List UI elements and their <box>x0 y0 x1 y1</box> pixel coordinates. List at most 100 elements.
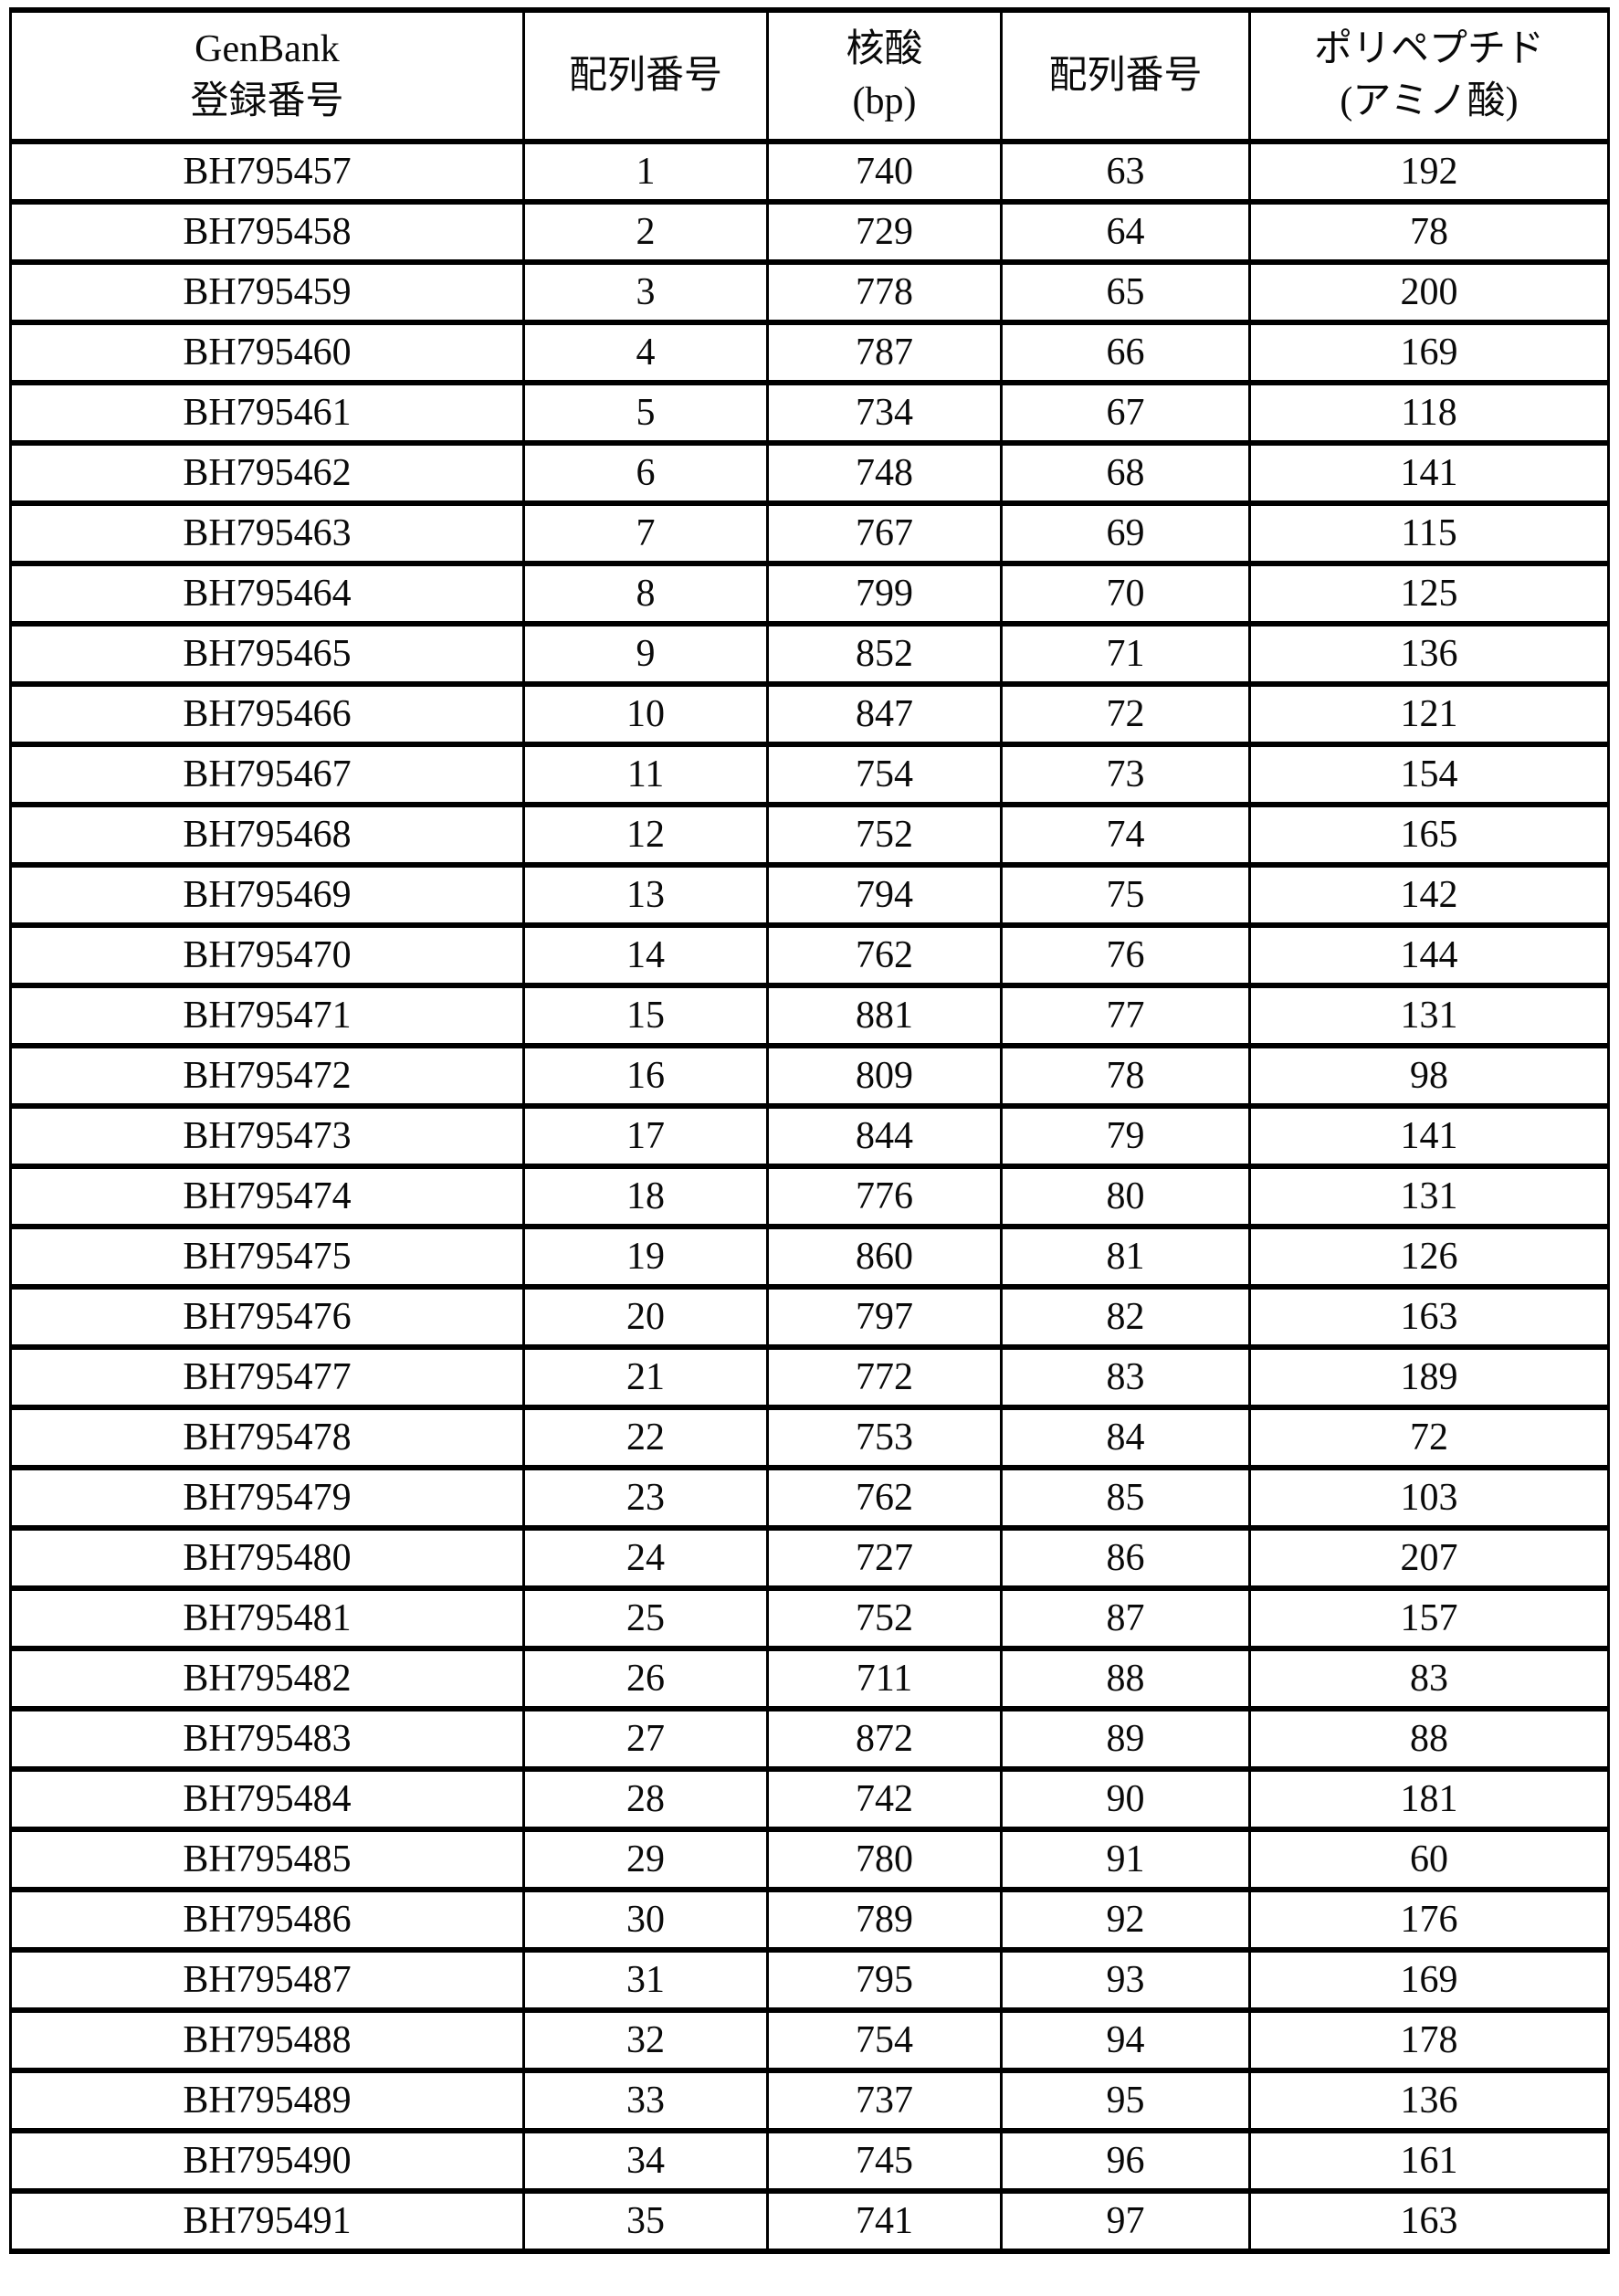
polypeptide-aa-cell: 200 <box>1248 259 1610 325</box>
polypeptide-aa-cell: 60 <box>1248 1827 1610 1892</box>
genbank-accession-cell: BH795489 <box>9 2068 525 2133</box>
polypeptide-aa-cell: 141 <box>1248 440 1610 506</box>
nucleic-acid-bp-cell: 881 <box>766 983 1003 1048</box>
table-row: BH795469 13 794 75 142 <box>9 862 1610 928</box>
genbank-accession-cell: BH795482 <box>9 1646 525 1711</box>
polypeptide-aa-cell: 126 <box>1248 1224 1610 1290</box>
sequence-number-cell: 11 <box>522 742 769 807</box>
sequence-number-2-cell: 68 <box>1000 440 1251 506</box>
header-line: ポリペプチド <box>1313 28 1544 71</box>
header-line: 登録番号 <box>190 80 344 122</box>
sequence-number-cell: 1 <box>522 139 769 205</box>
nucleic-acid-bp-cell: 748 <box>766 440 1003 506</box>
polypeptide-aa-cell: 189 <box>1248 1344 1610 1410</box>
sequence-number-2-cell: 71 <box>1000 621 1251 687</box>
genbank-accession-cell: BH795465 <box>9 621 525 687</box>
nucleic-acid-bp-cell: 809 <box>766 1043 1003 1109</box>
genbank-accession-cell: BH795475 <box>9 1224 525 1290</box>
genbank-accession-cell: BH795458 <box>9 199 525 265</box>
sequence-number-2-cell: 91 <box>1000 1827 1251 1892</box>
genbank-accession-cell: BH795471 <box>9 983 525 1048</box>
table-row: BH795473 17 844 79 141 <box>9 1103 1610 1169</box>
polypeptide-aa-cell: 207 <box>1248 1525 1610 1591</box>
polypeptide-aa-cell: 141 <box>1248 1103 1610 1169</box>
sequence-number-2-cell: 89 <box>1000 1706 1251 1772</box>
nucleic-acid-bp-cell: 752 <box>766 802 1003 868</box>
sequence-number-2-cell: 87 <box>1000 1585 1251 1651</box>
nucleic-acid-bp-cell: 795 <box>766 1947 1003 2013</box>
sequence-number-2-cell: 74 <box>1000 802 1251 868</box>
sequence-number-cell: 23 <box>522 1465 769 1531</box>
sequence-number-2-cell: 93 <box>1000 1947 1251 2013</box>
sequence-number-cell: 30 <box>522 1887 769 1953</box>
nucleic-acid-bp-cell: 762 <box>766 1465 1003 1531</box>
table-row: BH795472 16 809 78 98 <box>9 1043 1610 1109</box>
sequence-number-2-cell: 88 <box>1000 1646 1251 1711</box>
sequence-number-2-cell: 67 <box>1000 380 1251 446</box>
table-row: BH795460 4 787 66 169 <box>9 320 1610 385</box>
sequence-number-cell: 33 <box>522 2068 769 2133</box>
polypeptide-aa-cell: 161 <box>1248 2128 1610 2194</box>
genbank-accession-cell: BH795481 <box>9 1585 525 1651</box>
table-row: BH795478 22 753 84 72 <box>9 1405 1610 1470</box>
nucleic-acid-bp-cell: 727 <box>766 1525 1003 1591</box>
sequence-number-cell: 18 <box>522 1164 769 1229</box>
table-row: BH795491 35 741 97 163 <box>9 2188 1610 2254</box>
sequence-number-2-header: 配列番号 <box>1000 7 1251 144</box>
nucleic-acid-bp-cell: 860 <box>766 1224 1003 1290</box>
table-row: BH795461 5 734 67 118 <box>9 380 1610 446</box>
table-row: BH795480 24 727 86 207 <box>9 1525 1610 1591</box>
sequence-number-cell: 28 <box>522 1766 769 1832</box>
sequence-number-cell: 34 <box>522 2128 769 2194</box>
table-row: BH795487 31 795 93 169 <box>9 1947 1610 2013</box>
sequence-number-2-cell: 66 <box>1000 320 1251 385</box>
sequence-number-cell: 9 <box>522 621 769 687</box>
nucleic-acid-bp-cell: 797 <box>766 1284 1003 1350</box>
genbank-sequence-table: GenBank 登録番号 配列番号 核酸 (bp) 配列番号 ポリペプチド <box>9 7 1610 2254</box>
genbank-accession-cell: BH795461 <box>9 380 525 446</box>
sequence-number-cell: 7 <box>522 500 769 566</box>
sequence-number-cell: 4 <box>522 320 769 385</box>
header-line: 配列番号 <box>568 54 722 97</box>
sequence-number-header: 配列番号 <box>522 7 769 144</box>
sequence-number-2-cell: 95 <box>1000 2068 1251 2133</box>
header-line: GenBank <box>194 28 340 71</box>
polypeptide-aa-cell: 165 <box>1248 802 1610 868</box>
polypeptide-aa-cell: 142 <box>1248 862 1610 928</box>
polypeptide-aa-cell: 125 <box>1248 561 1610 627</box>
table-row: BH795483 27 872 89 88 <box>9 1706 1610 1772</box>
polypeptide-aa-cell: 163 <box>1248 1284 1610 1350</box>
nucleic-acid-bp-cell: 762 <box>766 922 1003 988</box>
table-row: BH795470 14 762 76 144 <box>9 922 1610 988</box>
nucleic-acid-bp-cell: 740 <box>766 139 1003 205</box>
polypeptide-aa-cell: 98 <box>1248 1043 1610 1109</box>
genbank-accession-cell: BH795487 <box>9 1947 525 2013</box>
table-header-row: GenBank 登録番号 配列番号 核酸 (bp) 配列番号 ポリペプチド <box>9 7 1610 144</box>
sequence-number-2-cell: 69 <box>1000 500 1251 566</box>
nucleic-acid-bp-cell: 741 <box>766 2188 1003 2254</box>
sequence-number-2-cell: 77 <box>1000 983 1251 1048</box>
nucleic-acid-bp-cell: 776 <box>766 1164 1003 1229</box>
genbank-accession-cell: BH795472 <box>9 1043 525 1109</box>
sequence-number-cell: 6 <box>522 440 769 506</box>
table-row: BH795479 23 762 85 103 <box>9 1465 1610 1531</box>
header-line: (bp) <box>852 80 917 122</box>
nucleic-acid-bp-cell: 752 <box>766 1585 1003 1651</box>
sequence-number-2-cell: 65 <box>1000 259 1251 325</box>
sequence-number-2-cell: 80 <box>1000 1164 1251 1229</box>
table-row: BH795459 3 778 65 200 <box>9 259 1610 325</box>
polypeptide-aa-cell: 103 <box>1248 1465 1610 1531</box>
genbank-accession-cell: BH795478 <box>9 1405 525 1470</box>
nucleic-acid-bp-cell: 789 <box>766 1887 1003 1953</box>
nucleic-acid-bp-cell: 787 <box>766 320 1003 385</box>
genbank-accession-cell: BH795463 <box>9 500 525 566</box>
genbank-accession-cell: BH795459 <box>9 259 525 325</box>
genbank-accession-cell: BH795469 <box>9 862 525 928</box>
table-row: BH795486 30 789 92 176 <box>9 1887 1610 1953</box>
table-row: BH795490 34 745 96 161 <box>9 2128 1610 2194</box>
sequence-number-cell: 20 <box>522 1284 769 1350</box>
sequence-number-cell: 12 <box>522 802 769 868</box>
nucleic-acid-bp-cell: 799 <box>766 561 1003 627</box>
genbank-accession-cell: BH795479 <box>9 1465 525 1531</box>
